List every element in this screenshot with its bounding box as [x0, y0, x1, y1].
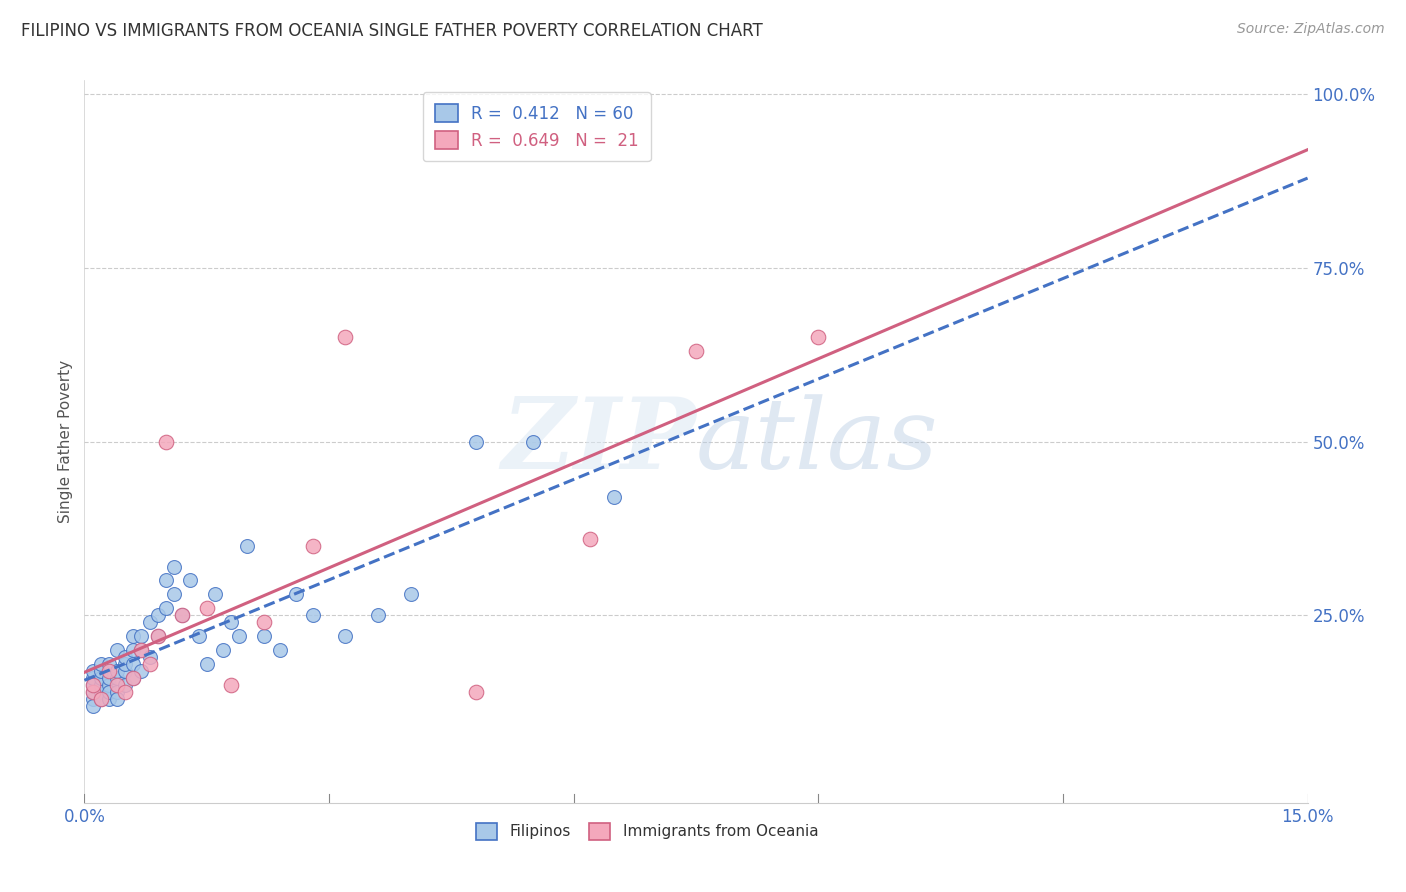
Point: [82, 671, 104, 685]
Point: [146, 608, 169, 623]
Point: [105, 684, 128, 698]
Point: [90, 657, 112, 671]
Point: [603, 490, 626, 504]
Point: [187, 629, 209, 643]
Point: [114, 678, 136, 692]
Point: [105, 664, 128, 678]
Point: [97, 657, 120, 671]
Point: [253, 629, 276, 643]
Point: [807, 330, 830, 344]
Point: [212, 643, 235, 657]
Point: [522, 434, 544, 449]
Point: [105, 691, 128, 706]
Point: [138, 649, 160, 664]
Point: [114, 649, 136, 664]
Point: [97, 664, 120, 678]
Point: [579, 532, 602, 546]
Point: [82, 698, 104, 713]
Legend: Filipinos, Immigrants from Oceania: Filipinos, Immigrants from Oceania: [470, 817, 824, 846]
Point: [105, 671, 128, 685]
Point: [90, 684, 112, 698]
Point: [253, 615, 276, 630]
Point: [269, 643, 291, 657]
Point: [236, 539, 259, 553]
Point: [155, 574, 177, 588]
Point: [90, 664, 112, 678]
Point: [90, 691, 112, 706]
Point: [195, 657, 218, 671]
Point: [138, 657, 160, 671]
Point: [146, 629, 169, 643]
Point: [122, 671, 145, 685]
Text: Source: ZipAtlas.com: Source: ZipAtlas.com: [1237, 22, 1385, 37]
Point: [335, 629, 357, 643]
Point: [131, 664, 153, 678]
Point: [122, 657, 145, 671]
Text: FILIPINO VS IMMIGRANTS FROM OCEANIA SINGLE FATHER POVERTY CORRELATION CHART: FILIPINO VS IMMIGRANTS FROM OCEANIA SING…: [21, 22, 763, 40]
Text: atlas: atlas: [696, 394, 939, 489]
Point: [464, 684, 486, 698]
Point: [82, 684, 104, 698]
Point: [138, 615, 160, 630]
Point: [146, 629, 169, 643]
Point: [172, 608, 194, 623]
Point: [195, 601, 218, 615]
Point: [122, 643, 145, 657]
Point: [97, 678, 120, 692]
Point: [131, 643, 153, 657]
Point: [97, 684, 120, 698]
Point: [131, 629, 153, 643]
Point: [155, 601, 177, 615]
Point: [367, 608, 389, 623]
Point: [105, 678, 128, 692]
Point: [204, 587, 226, 601]
Point: [179, 574, 201, 588]
Point: [335, 330, 357, 344]
Point: [228, 629, 250, 643]
Point: [131, 643, 153, 657]
Point: [82, 678, 104, 692]
Y-axis label: Single Father Poverty: Single Father Poverty: [58, 360, 73, 523]
Point: [82, 691, 104, 706]
Point: [219, 678, 242, 692]
Point: [82, 664, 104, 678]
Point: [301, 608, 323, 623]
Point: [114, 684, 136, 698]
Point: [464, 434, 486, 449]
Point: [97, 671, 120, 685]
Point: [105, 643, 128, 657]
Point: [114, 664, 136, 678]
Point: [97, 691, 120, 706]
Point: [90, 671, 112, 685]
Point: [90, 691, 112, 706]
Point: [163, 587, 186, 601]
Point: [90, 678, 112, 692]
Point: [82, 684, 104, 698]
Point: [122, 629, 145, 643]
Point: [685, 344, 707, 359]
Point: [219, 615, 242, 630]
Point: [301, 539, 323, 553]
Point: [155, 434, 177, 449]
Text: ZIP: ZIP: [501, 393, 696, 490]
Point: [163, 559, 186, 574]
Point: [399, 587, 422, 601]
Point: [82, 678, 104, 692]
Point: [285, 587, 308, 601]
Point: [122, 671, 145, 685]
Point: [114, 657, 136, 671]
Point: [172, 608, 194, 623]
